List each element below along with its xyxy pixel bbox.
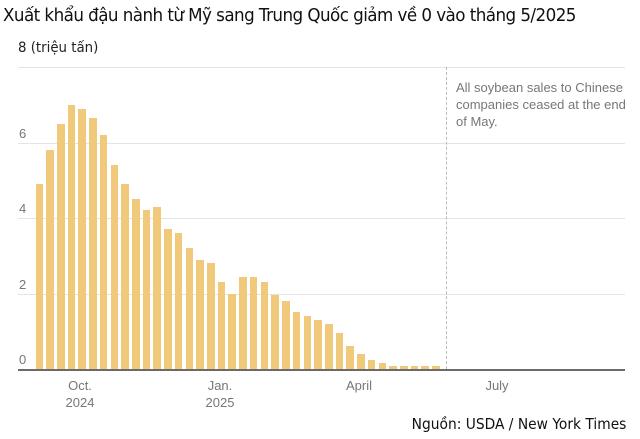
bar (314, 319, 322, 369)
y-tick-0: 0 (19, 352, 27, 367)
bar (282, 301, 290, 369)
bar (153, 206, 161, 369)
x-tick-year: 2025 (205, 395, 235, 410)
bar (292, 312, 301, 369)
bar (164, 229, 172, 369)
bar (389, 365, 397, 369)
bar (378, 363, 387, 369)
bar (207, 263, 215, 369)
y-tick-4: 4 (19, 201, 27, 216)
bar (260, 282, 269, 369)
x-tick-label: Oct. (68, 378, 92, 393)
bar (110, 165, 119, 369)
bar (56, 123, 65, 369)
bar (228, 293, 237, 369)
bar (367, 359, 376, 369)
y-tick-2: 2 (19, 277, 27, 292)
bar (131, 199, 140, 369)
gridline-8 (18, 67, 625, 68)
x-tick-oct-2024: Oct. 2024 (50, 377, 110, 411)
x-tick-july: July (485, 378, 509, 393)
bar (99, 134, 108, 369)
bar (421, 365, 429, 369)
bar (196, 259, 204, 369)
bar (174, 233, 183, 369)
x-tick-label: Jan. (207, 378, 233, 393)
annotation-dashed-line (446, 67, 447, 369)
bar (399, 365, 408, 369)
bar (346, 346, 354, 369)
chart-title: Xuất khẩu đậu nành từ Mỹ sang Trung Quốc… (3, 5, 576, 26)
bar (324, 323, 333, 369)
x-tick-year: 2024 (65, 395, 95, 410)
bar (271, 295, 279, 369)
bar (432, 365, 440, 369)
annotation-text: All soybean sales to Chinese companies c… (456, 80, 626, 129)
bar (35, 184, 44, 369)
bar (78, 108, 86, 369)
bar (121, 184, 129, 369)
bar (46, 150, 54, 369)
x-tick-april: April (345, 378, 372, 393)
bar (249, 276, 258, 369)
bar (217, 282, 226, 369)
bar (67, 104, 76, 369)
y-tick-6: 6 (19, 126, 27, 141)
gridline-6 (18, 143, 625, 144)
y-axis-unit-label: 8 (triệu tấn) (18, 40, 99, 56)
bar (239, 276, 247, 369)
bar (357, 353, 365, 369)
bar (89, 117, 97, 369)
bar (410, 365, 419, 369)
gridline-4 (18, 218, 625, 219)
x-tick-jan-2025: Jan. 2025 (190, 377, 250, 411)
source-credit: Nguồn: USDA / New York Times (411, 415, 626, 433)
gridline-2 (18, 294, 625, 295)
bar (335, 333, 344, 369)
x-axis-line (18, 369, 625, 371)
bar (185, 248, 194, 369)
bar (303, 316, 312, 369)
bar (142, 210, 151, 369)
